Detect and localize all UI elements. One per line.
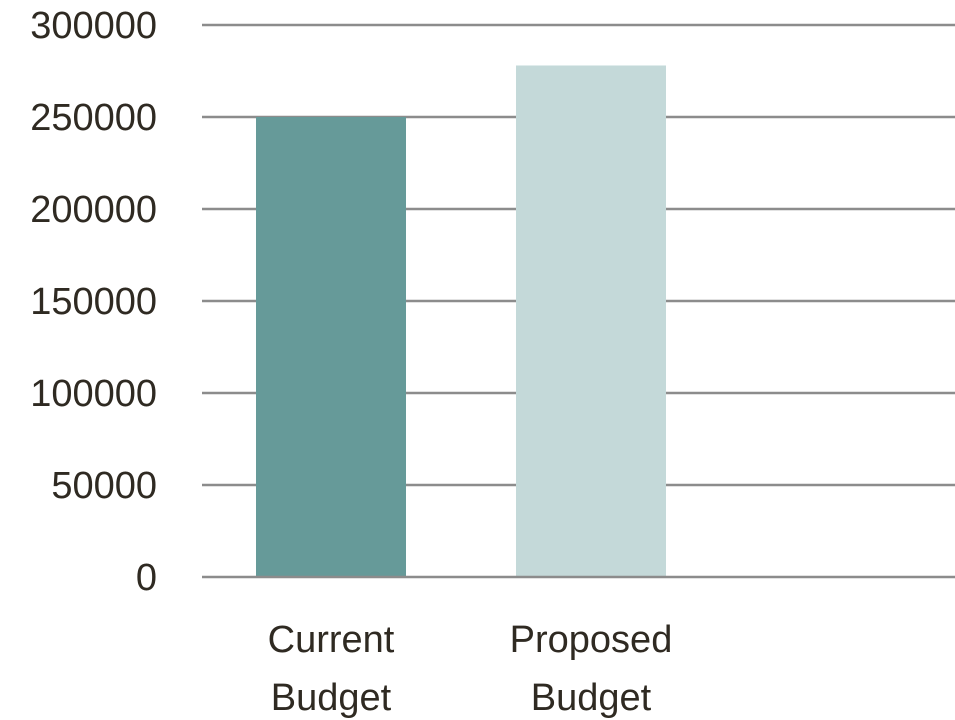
y-tick-label: 300000 (30, 5, 157, 47)
x-tick-label: Proposed Budget (510, 619, 673, 719)
bars (256, 65, 666, 577)
y-tick-label: 250000 (30, 97, 157, 139)
x-tick-label: Current Budget (268, 619, 395, 719)
y-tick-label: 100000 (30, 373, 157, 415)
y-tick-label: 0 (136, 557, 157, 599)
bar (256, 117, 406, 577)
y-tick-label: 200000 (30, 189, 157, 231)
x-tick-labels: Current Budget Proposed Budget (268, 619, 673, 719)
bar (516, 65, 666, 577)
y-tick-label: 50000 (51, 465, 157, 507)
y-tick-label: 150000 (30, 281, 157, 323)
y-tick-labels: 0 50000 100000 150000 200000 250000 300000 (30, 5, 157, 599)
